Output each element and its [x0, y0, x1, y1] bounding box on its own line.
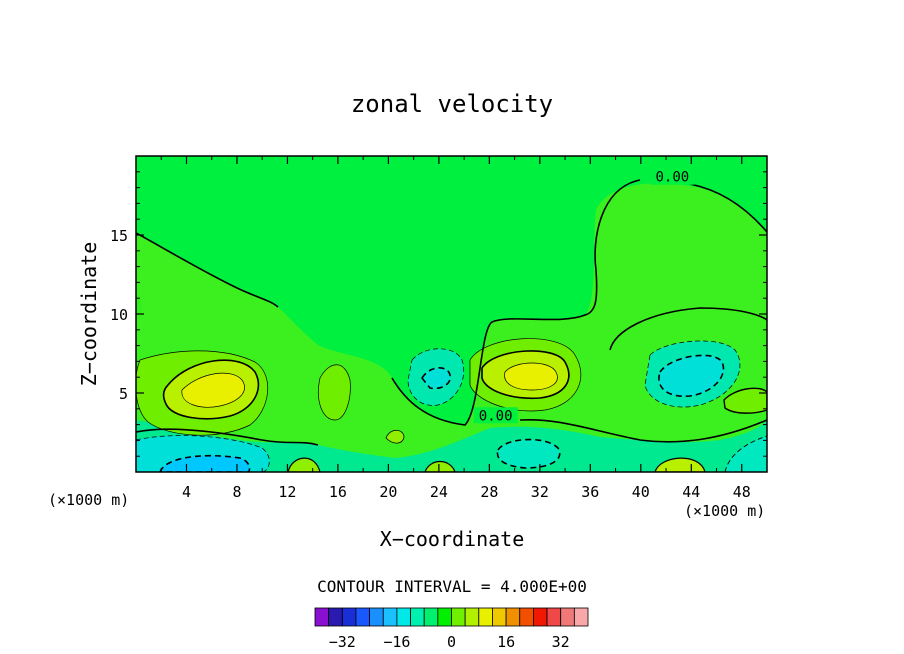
contour-negative-bottom-center	[496, 438, 561, 469]
colorbar-swatch	[355, 607, 371, 627]
colorbar-swatch	[314, 607, 330, 627]
zero-contour-upper	[136, 232, 279, 308]
contour-label: 0.00	[479, 408, 513, 424]
contour-region-near-surface	[136, 420, 767, 472]
colorbar-swatch	[423, 607, 439, 627]
contour-labels: 0.00 0.00	[473, 168, 695, 424]
contour-label-bg	[473, 407, 518, 424]
x-tick-label: 40	[632, 483, 650, 501]
x-axis-label: X−coordinate	[380, 527, 525, 551]
contour-negative-center-core	[421, 367, 451, 390]
x-tick-label: 20	[379, 483, 397, 501]
colorbar-swatch	[492, 607, 507, 627]
colorbar-swatch	[546, 607, 562, 627]
chart-title: zonal velocity	[351, 90, 553, 118]
x-unit-left: (×1000 m)	[48, 491, 129, 509]
contour-negative-bottom-right	[724, 435, 767, 472]
y-tick-label: 15	[110, 227, 128, 245]
zero-contour-right-mid	[609, 307, 767, 351]
colorbar-swatch	[505, 607, 521, 627]
y-axis-label: Z−coordinate	[77, 242, 101, 387]
colorbar: −32 −16 0 16 32	[314, 607, 589, 651]
x-tick-label: 36	[581, 483, 599, 501]
colorbar-tick-label: 16	[497, 633, 515, 651]
x-tick-label: 48	[733, 483, 751, 501]
colorbar-swatch	[328, 607, 343, 627]
x-axis: 4 8 12 16 20 24 28 32 36 40 44 48	[160, 156, 751, 501]
colorbar-swatch	[519, 607, 534, 627]
contour-region-upper-positive	[136, 183, 767, 472]
contour-negative-bottom-left-core	[159, 454, 251, 472]
contour-positive-right	[723, 387, 767, 414]
x-tick-label: 24	[430, 483, 448, 501]
colorbar-swatch	[478, 607, 493, 627]
y-axis: 5 10 15	[110, 171, 767, 457]
x-tick-label: 28	[480, 483, 498, 501]
colorbar-tick-label: −32	[329, 633, 356, 651]
x-tick-label: 16	[329, 483, 347, 501]
colorbar-swatch	[410, 607, 425, 627]
y-tick-label: 10	[110, 306, 128, 324]
x-unit-right: (×1000 m)	[684, 502, 765, 520]
x-tick-label: 8	[232, 483, 241, 501]
colorbar-swatch	[382, 607, 398, 627]
contour-positive-center-core	[504, 362, 558, 391]
contour-positive-left-core	[181, 372, 245, 408]
zero-contour-right	[391, 179, 767, 426]
colorbar-swatch	[396, 607, 411, 627]
contour-negative-right-core	[658, 354, 725, 397]
contour-interval-text: CONTOUR INTERVAL = 4.000E+00	[317, 577, 587, 596]
y-tick-label: 5	[119, 385, 128, 403]
colorbar-swatch	[573, 607, 589, 627]
colorbar-swatch	[533, 607, 548, 627]
colorbar-swatch	[369, 607, 384, 627]
contour-positive-blob-e	[385, 429, 405, 444]
colorbar-tick-label: 32	[552, 633, 570, 651]
x-tick-label: 12	[278, 483, 296, 501]
contour-label-bg	[650, 168, 695, 185]
colorbar-tick-label: −16	[383, 633, 410, 651]
contour-label: 0.00	[655, 170, 689, 186]
x-tick-label: 44	[682, 483, 700, 501]
colorbar-swatch	[451, 607, 466, 627]
colorbar-swatch	[560, 607, 575, 627]
colorbar-swatch	[437, 607, 452, 627]
x-tick-label: 32	[531, 483, 549, 501]
plot-area	[136, 156, 767, 472]
x-tick-label: 4	[182, 483, 191, 501]
colorbar-swatch	[341, 607, 357, 627]
colorbar-swatch	[464, 607, 480, 627]
contour-positive-blob-a	[318, 364, 351, 421]
zero-contour-lower	[136, 418, 767, 446]
colorbar-tick-label: 0	[447, 633, 456, 651]
